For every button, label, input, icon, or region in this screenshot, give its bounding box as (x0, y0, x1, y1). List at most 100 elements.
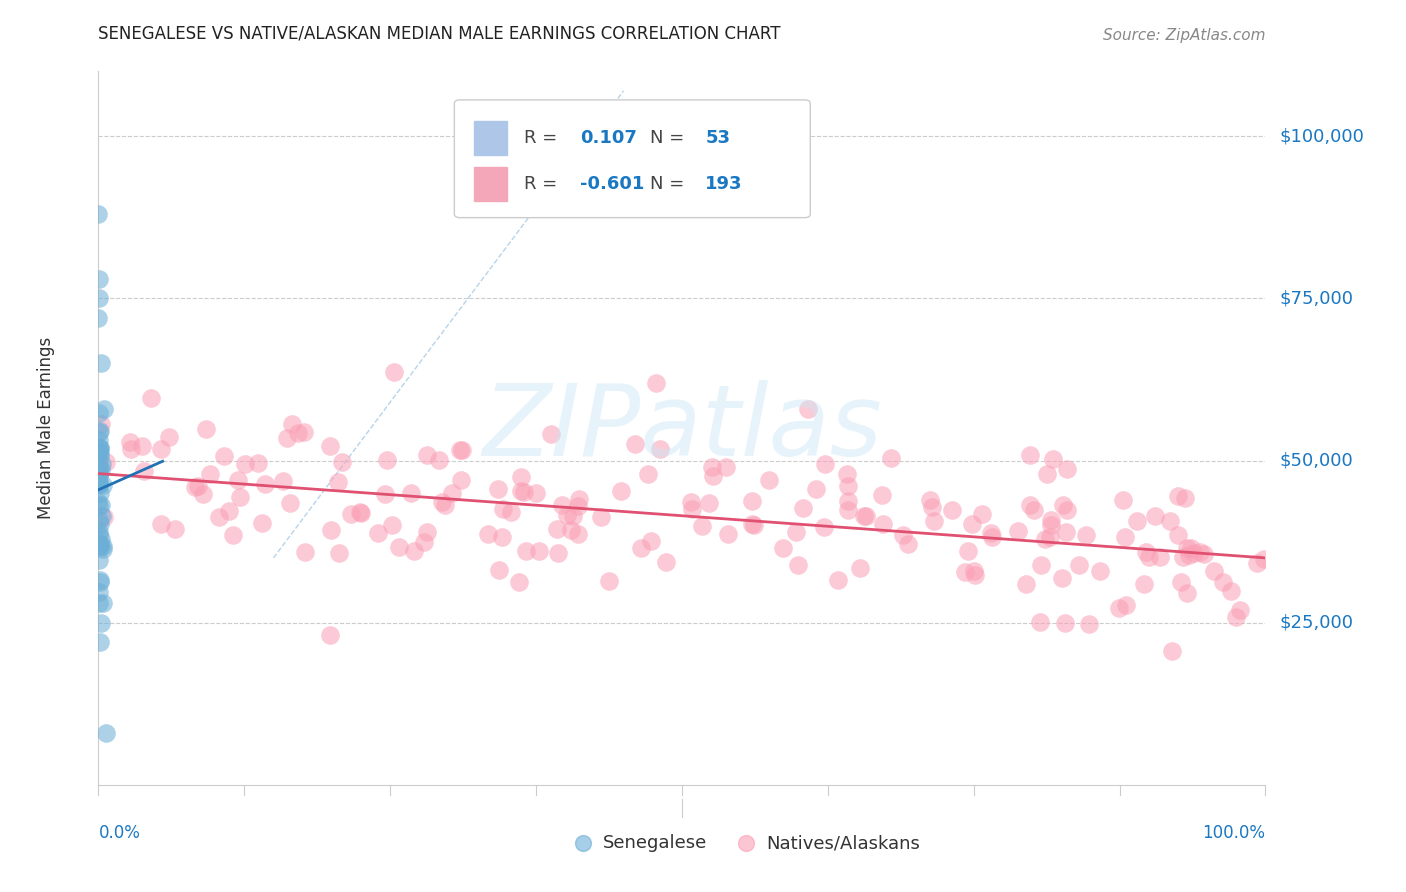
Text: Natives/Alaskans: Natives/Alaskans (766, 835, 920, 853)
Point (89, 424, 111, 438)
Point (187, 478, 209, 492)
Point (89, 516, 111, 531)
Point (980, 526, 1002, 541)
Point (1042, 452, 1064, 467)
Point (589, 509, 612, 524)
Point (89, 445, 111, 459)
Point (427, 453, 450, 467)
Point (1039, 513, 1062, 527)
Point (1180, 541, 1202, 555)
Point (281, 417, 304, 431)
Point (1219, 584, 1241, 599)
Point (848, 561, 870, 575)
Point (319, 628, 342, 642)
Point (89, 292, 111, 306)
Point (980, 530, 1002, 544)
Point (328, 475, 350, 490)
Text: $50,000: $50,000 (1279, 451, 1353, 469)
Point (1182, 546, 1205, 560)
Point (835, 467, 858, 481)
Point (441, 485, 464, 500)
Point (697, 496, 720, 510)
Point (87, 442, 110, 456)
Text: R =: R = (524, 175, 564, 193)
Point (1056, 503, 1078, 517)
Text: 100.0%: 100.0% (1202, 824, 1265, 842)
Point (340, 507, 363, 521)
Point (349, 505, 371, 519)
Point (94, 726, 117, 740)
Point (1171, 550, 1194, 565)
Point (796, 401, 818, 416)
Point (1175, 541, 1198, 556)
Point (955, 565, 977, 579)
Point (253, 476, 276, 491)
Point (547, 546, 569, 560)
Point (813, 520, 835, 534)
Text: $25,000: $25,000 (1279, 614, 1354, 632)
Point (139, 392, 162, 406)
Point (786, 558, 808, 573)
Point (87, 500, 110, 514)
Point (198, 467, 221, 482)
Point (91, 478, 114, 492)
Point (194, 422, 217, 436)
Point (742, 517, 765, 532)
Point (434, 498, 457, 512)
Point (853, 509, 876, 524)
Point (330, 455, 353, 469)
Point (90, 356, 112, 370)
Point (702, 468, 724, 483)
Point (1189, 545, 1212, 559)
Point (250, 516, 273, 530)
Point (416, 448, 439, 462)
Point (561, 509, 583, 524)
Point (1052, 499, 1074, 513)
Point (89, 635, 111, 649)
Point (1054, 524, 1077, 539)
Point (89, 540, 111, 554)
Point (294, 544, 316, 558)
Point (1088, 564, 1111, 578)
Point (957, 543, 980, 558)
Point (1135, 545, 1157, 559)
Point (131, 439, 153, 453)
Point (1175, 585, 1198, 599)
Point (527, 544, 550, 558)
Point (273, 474, 295, 488)
Point (555, 508, 578, 522)
Point (921, 500, 943, 515)
Point (90, 463, 112, 477)
FancyBboxPatch shape (454, 100, 810, 218)
Point (87, 456, 110, 470)
Point (89, 449, 111, 463)
Point (1137, 549, 1160, 564)
Point (513, 485, 536, 500)
Point (1167, 489, 1189, 503)
Point (735, 778, 758, 792)
FancyBboxPatch shape (474, 120, 508, 155)
Point (287, 426, 309, 441)
Point (488, 563, 510, 577)
Point (1225, 610, 1247, 624)
Point (212, 449, 235, 463)
Point (157, 430, 180, 444)
Point (93, 596, 115, 610)
Point (413, 535, 436, 549)
Point (87, 434, 110, 448)
Point (1036, 467, 1059, 481)
Point (827, 573, 849, 587)
Point (1015, 577, 1038, 591)
Point (1074, 528, 1097, 542)
Point (1018, 448, 1040, 462)
Point (399, 485, 422, 500)
Point (118, 435, 141, 450)
Point (1114, 530, 1136, 544)
Point (1126, 514, 1149, 528)
Point (89, 536, 111, 550)
Point (89, 574, 111, 589)
Point (813, 457, 835, 471)
Point (87, 513, 110, 527)
Point (87, 461, 110, 475)
FancyBboxPatch shape (474, 167, 508, 202)
